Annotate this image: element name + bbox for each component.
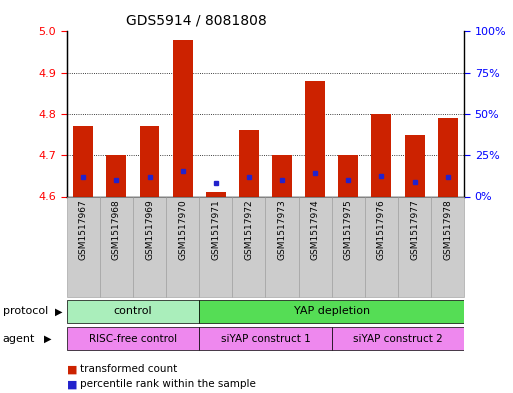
Text: GSM1517972: GSM1517972: [244, 200, 253, 260]
Bar: [173, 40, 192, 197]
Bar: [339, 155, 358, 196]
Bar: [239, 130, 259, 196]
Text: GSM1517978: GSM1517978: [443, 200, 452, 260]
Text: transformed count: transformed count: [80, 364, 177, 375]
Bar: [398, 196, 431, 297]
Text: GDS5914 / 8081808: GDS5914 / 8081808: [126, 13, 267, 28]
Text: control: control: [114, 307, 152, 316]
Text: ■: ■: [67, 364, 77, 375]
Bar: [67, 300, 199, 323]
Text: GSM1517970: GSM1517970: [178, 200, 187, 260]
Text: GSM1517971: GSM1517971: [211, 200, 220, 260]
Text: GSM1517969: GSM1517969: [145, 200, 154, 260]
Bar: [265, 196, 299, 297]
Bar: [272, 155, 292, 196]
Bar: [199, 327, 332, 351]
Bar: [365, 196, 398, 297]
Text: ■: ■: [67, 379, 77, 389]
Text: RISC-free control: RISC-free control: [89, 334, 177, 344]
Bar: [299, 196, 332, 297]
Bar: [405, 134, 424, 196]
Text: siYAP construct 1: siYAP construct 1: [221, 334, 310, 344]
Bar: [67, 196, 100, 297]
Bar: [133, 196, 166, 297]
Bar: [332, 196, 365, 297]
Text: GSM1517973: GSM1517973: [278, 200, 287, 260]
Text: protocol: protocol: [3, 307, 48, 316]
Bar: [332, 327, 464, 351]
Bar: [106, 155, 126, 196]
Text: GSM1517977: GSM1517977: [410, 200, 419, 260]
Text: siYAP construct 2: siYAP construct 2: [353, 334, 443, 344]
Bar: [199, 300, 464, 323]
Text: GSM1517975: GSM1517975: [344, 200, 353, 260]
Bar: [305, 81, 325, 196]
Bar: [166, 196, 199, 297]
Text: GSM1517974: GSM1517974: [311, 200, 320, 260]
Text: ▶: ▶: [55, 307, 63, 316]
Text: ▶: ▶: [44, 334, 51, 344]
Text: agent: agent: [3, 334, 35, 344]
Bar: [100, 196, 133, 297]
Bar: [140, 127, 160, 196]
Text: percentile rank within the sample: percentile rank within the sample: [80, 379, 255, 389]
Bar: [67, 327, 199, 351]
Bar: [431, 196, 464, 297]
Bar: [232, 196, 265, 297]
Text: YAP depletion: YAP depletion: [293, 307, 370, 316]
Bar: [438, 118, 458, 196]
Bar: [371, 114, 391, 196]
Text: GSM1517968: GSM1517968: [112, 200, 121, 260]
Text: GSM1517976: GSM1517976: [377, 200, 386, 260]
Text: GSM1517967: GSM1517967: [79, 200, 88, 260]
Bar: [73, 127, 93, 196]
Bar: [206, 192, 226, 196]
Bar: [199, 196, 232, 297]
